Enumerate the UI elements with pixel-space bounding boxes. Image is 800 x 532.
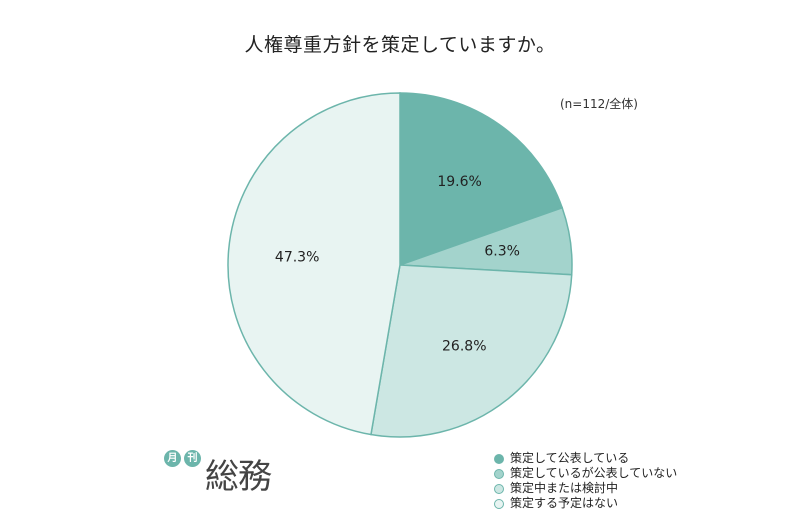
legend-item-3: 策定する予定はない xyxy=(494,496,677,511)
legend-label-1: 策定しているが公表していない xyxy=(510,466,678,480)
pie-slice-label-1: 6.3% xyxy=(484,243,520,259)
legend-swatch-2 xyxy=(494,483,504,494)
pie-slice-label-0: 19.6% xyxy=(437,174,481,190)
legend-label-0: 策定して公表している xyxy=(510,451,630,465)
logo-badge-month: 月 xyxy=(164,450,181,467)
pie-slice-label-2: 26.8% xyxy=(442,339,486,355)
legend-item-1: 策定しているが公表していない xyxy=(494,466,677,481)
legend-label-3: 策定する予定はない xyxy=(510,496,619,510)
logo-text: 総務 xyxy=(205,457,272,497)
pie-slice-3 xyxy=(227,92,401,436)
legend-item-2: 策定中または検討中 xyxy=(494,481,677,496)
legend-swatch-1 xyxy=(494,468,504,479)
sample-size-note: (n=112/全体) xyxy=(560,97,638,111)
logo: 月 刊 総務 xyxy=(164,450,272,497)
pie-slice-2 xyxy=(370,264,573,438)
legend-item-0: 策定して公表している xyxy=(494,451,677,466)
legend-swatch-0 xyxy=(494,453,504,464)
chart-title: 人権尊重方針を策定していますか。 xyxy=(244,34,556,56)
legend-label-2: 策定中または検討中 xyxy=(510,481,619,495)
legend: 策定して公表している 策定しているが公表していない 策定中または検討中 策定する予定は… xyxy=(494,451,677,511)
logo-badge-publication: 刊 xyxy=(184,450,201,467)
legend-swatch-3 xyxy=(494,498,504,509)
pie-slice-label-3: 47.3% xyxy=(275,249,319,265)
